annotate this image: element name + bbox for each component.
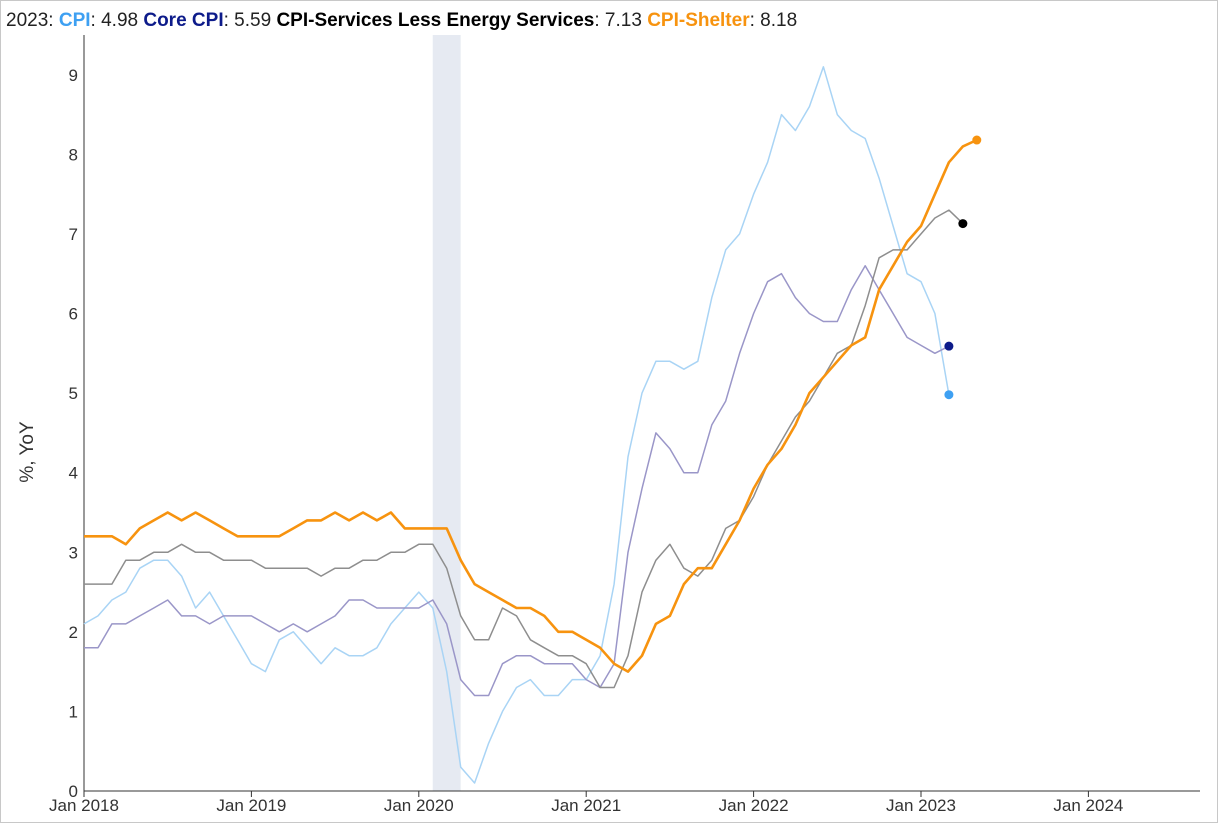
y-tick-label: 5 (69, 384, 78, 403)
x-tick-label: Jan 2021 (551, 796, 621, 815)
legend-item-core-cpi[interactable]: Core CPI: 5.59 (143, 10, 272, 31)
y-tick-label: 7 (69, 225, 78, 244)
y-tick-label: 0 (69, 782, 78, 801)
series-line-cpi (83, 66, 950, 784)
chart-legend: 2023: CPI: 4.98 Core CPI: 5.59 CPI-Servi… (6, 10, 798, 31)
x-tick-label: Jan 2019 (216, 796, 286, 815)
series-endpoint-cpi (944, 390, 954, 400)
legend-item-shelter[interactable]: CPI-Shelter: 8.18 (647, 10, 798, 31)
x-tick-label: Jan 2023 (886, 796, 956, 815)
y-tick-label: 8 (69, 145, 78, 164)
y-tick-label: 2 (69, 623, 78, 642)
series-line-cpi-shelter (84, 138, 978, 673)
legend-value-core-cpi: 5.59 (234, 10, 272, 31)
legend-item-cpi[interactable]: CPI: 4.98 (58, 10, 139, 31)
legend-item-services[interactable]: CPI-Services Less Energy Services: 7.13 (276, 10, 642, 31)
y-tick-label: 9 (69, 66, 78, 85)
legend-value-shelter: 8.18 (760, 10, 798, 31)
legend-name-shelter: CPI-Shelter (647, 10, 750, 31)
y-tick-label: 4 (69, 464, 78, 483)
legend-prefix: 2023 (6, 10, 49, 31)
series-endpoint-cpi-services-less-energy-services (958, 219, 968, 229)
x-tick-label: Jan 2022 (719, 796, 789, 815)
series-line-cpi-services-less-energy-services (84, 209, 964, 689)
y-tick-label: 1 (69, 702, 78, 721)
x-tick-label: Jan 2018 (49, 796, 119, 815)
legend-value-cpi: 4.98 (101, 10, 139, 31)
legend-name-cpi: CPI (58, 10, 91, 31)
y-tick-label: 3 (69, 543, 78, 562)
legend-name-services: CPI-Services Less Energy Services (276, 10, 595, 31)
series-line-core-cpi (84, 265, 950, 697)
x-tick-label: Jan 2024 (1053, 796, 1123, 815)
recession-band (432, 35, 461, 791)
x-tick-label: Jan 2020 (384, 796, 454, 815)
y-axis-label: %, YoY (17, 421, 38, 483)
legend-value-services: 7.13 (604, 10, 642, 31)
y-tick-label: 6 (69, 305, 78, 324)
series-endpoint-core-cpi (944, 341, 954, 351)
legend-name-core-cpi: Core CPI (143, 10, 224, 31)
series-endpoint-cpi-shelter (972, 135, 982, 145)
